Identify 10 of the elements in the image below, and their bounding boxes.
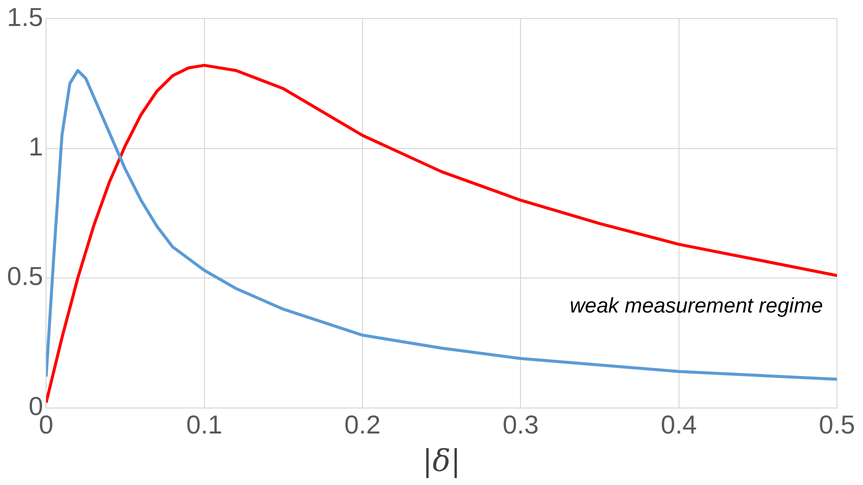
annotation: weak measurement regime <box>570 294 823 318</box>
x-tick-label: 0.1 <box>186 410 222 440</box>
x-tick-label: 0.2 <box>344 410 381 440</box>
x-tick-label: 0.3 <box>502 410 539 440</box>
x-tick-label: 0.5 <box>818 410 856 440</box>
y-tick-label: 1.5 <box>6 2 44 32</box>
x-tick-label: 0.4 <box>660 410 697 440</box>
y-tick-label: 0.5 <box>6 261 44 292</box>
x-axis-title: |δ| <box>422 444 461 479</box>
y-tick-label: 1 <box>28 132 44 162</box>
